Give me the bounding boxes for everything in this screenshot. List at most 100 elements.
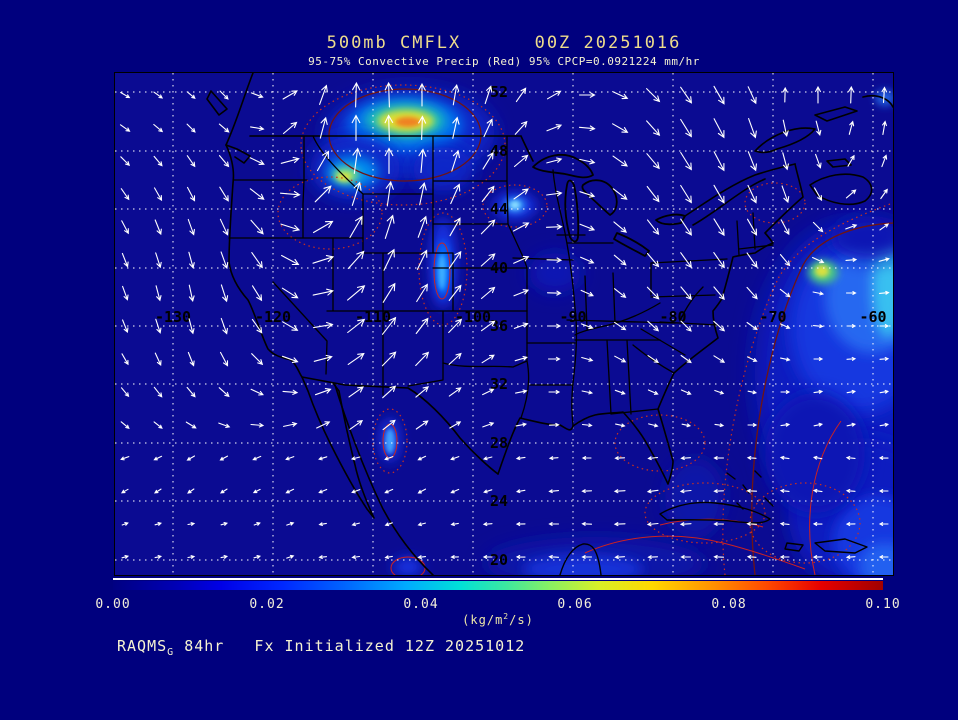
wind-arrow <box>347 352 365 365</box>
wind-arrow <box>746 521 758 526</box>
wind-arrow <box>548 456 559 461</box>
wind-arrow <box>122 319 129 334</box>
wind-arrow <box>415 317 429 335</box>
wind-arrow <box>449 217 461 237</box>
wind-arrow <box>812 221 824 233</box>
lon-label: -130 <box>155 308 191 326</box>
wind-arrow <box>120 156 131 167</box>
wind-arrow <box>781 185 790 204</box>
wind-arrow <box>581 555 593 559</box>
flux-blob <box>393 557 423 577</box>
wind-arrow <box>680 354 692 364</box>
wind-arrow <box>646 153 660 170</box>
wind-arrow <box>186 455 196 461</box>
wind-arrow <box>187 488 195 494</box>
wind-arrow <box>482 151 494 170</box>
wind-arrow <box>253 554 262 559</box>
precip-contour <box>744 182 806 224</box>
wind-arrow <box>779 288 791 298</box>
wind-arrow <box>186 123 196 133</box>
wind-arrow <box>121 252 129 268</box>
precip-contour <box>614 414 706 472</box>
latlon-grid-layer <box>115 73 893 575</box>
wind-arrow <box>352 147 362 174</box>
wind-arrow <box>515 87 527 103</box>
lon-label: -90 <box>559 308 586 326</box>
colorbar-gradient <box>113 581 883 590</box>
plot-subtitle: 95-75% Convective Precip (Red) 95% CPCP=… <box>308 55 700 68</box>
wind-arrow <box>879 422 890 427</box>
wind-arrow <box>612 188 628 200</box>
wind-arrow <box>220 251 229 270</box>
wind-arrow <box>347 250 365 270</box>
wind-arrow <box>782 119 789 137</box>
wind-arrow <box>185 421 197 429</box>
wind-arrow <box>812 324 824 329</box>
wind-arrow <box>484 85 493 105</box>
wind-arrow <box>220 521 229 526</box>
wind-arrow <box>613 254 627 266</box>
wind-arrow <box>450 183 461 205</box>
wind-arrow <box>251 318 263 334</box>
wind-arrow <box>780 422 791 427</box>
wind-arrow <box>513 255 530 264</box>
flux-blob <box>438 254 446 290</box>
wind-arrow <box>747 86 757 105</box>
precip-contour <box>277 176 383 250</box>
wind-arrow <box>514 355 528 362</box>
wind-arrow <box>513 322 529 329</box>
wind-arrow <box>448 284 462 302</box>
wind-arrow <box>681 423 692 428</box>
wind-arrow <box>713 184 725 204</box>
wind-arrow <box>121 522 129 526</box>
wind-arrow <box>614 456 626 461</box>
wind-arrow <box>120 421 130 429</box>
wind-arrow <box>546 257 563 263</box>
wind-arrow <box>845 189 857 199</box>
wind-arrow <box>451 149 460 172</box>
wind-arrow <box>415 351 430 367</box>
wind-arrow <box>282 389 299 395</box>
wind-arrow <box>218 422 231 428</box>
wind-arrow <box>515 456 526 461</box>
wind-arrow <box>680 252 692 269</box>
lon-label: -120 <box>255 308 291 326</box>
flux-blob <box>510 201 520 209</box>
wind-arrow <box>680 389 692 395</box>
wind-arrow <box>285 488 295 494</box>
wind-arrow <box>746 554 757 559</box>
wind-arrow <box>351 522 360 527</box>
wind-arrow <box>252 488 261 494</box>
wind-arrow <box>186 386 196 398</box>
flux-blob <box>815 265 829 277</box>
flux-blob <box>385 428 395 454</box>
wind-arrow <box>219 455 229 461</box>
wind-arrow <box>815 153 822 169</box>
wind-arrow <box>578 92 596 98</box>
precip-contour <box>722 202 894 576</box>
wind-arrow <box>188 251 195 269</box>
wind-arrow <box>612 155 628 167</box>
wind-arrow <box>119 124 131 132</box>
flux-blob <box>337 173 351 181</box>
wind-arrow <box>416 249 428 270</box>
wind-arrow <box>219 351 229 367</box>
wind-arrow <box>747 151 757 172</box>
wind-arrow <box>381 351 397 367</box>
colorbar <box>113 578 883 590</box>
precip-contour <box>433 242 451 300</box>
wind-arrow <box>647 456 659 461</box>
wind-arrow <box>547 323 562 329</box>
wind-arrow <box>782 152 789 171</box>
wind-arrow <box>286 521 295 526</box>
wind-arrow <box>747 423 758 427</box>
wind-arrow <box>449 421 462 429</box>
wind-arrow <box>646 185 660 203</box>
wind-arrow <box>218 123 230 133</box>
wind-arrow <box>613 288 627 299</box>
wind-arrow <box>153 123 164 133</box>
wind-arrow <box>417 555 427 560</box>
wind-arrow <box>452 116 460 139</box>
